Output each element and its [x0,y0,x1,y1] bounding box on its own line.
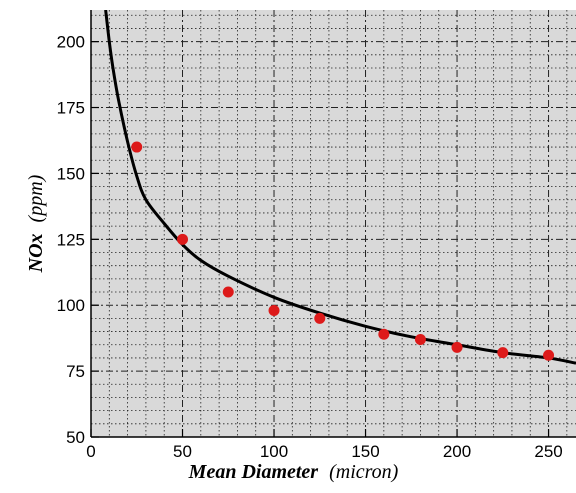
y-tick-label: 100 [57,296,85,315]
data-point [451,341,463,353]
y-axis-title-name: NOx [25,233,47,273]
data-point [222,286,234,298]
x-axis-title: Mean Diameter (micron) [188,461,399,483]
x-axis-title-name: Mean Diameter [188,461,319,483]
grid-lines [91,10,576,437]
data-points-layer [131,141,555,361]
y-tick-label: 125 [57,230,85,249]
data-point [177,233,189,245]
y-tick-label: 50 [66,428,85,447]
y-axis-title: NOx (ppm) [25,174,47,273]
x-tick-label: 100 [260,442,288,461]
data-point [131,141,143,153]
data-point [314,312,326,324]
data-point [268,304,280,316]
y-tick-label: 175 [57,99,85,118]
data-point [543,349,555,361]
y-tick-label: 150 [57,164,85,183]
data-point [497,347,509,359]
y-tick-label: 200 [57,33,85,52]
data-point [378,328,390,340]
y-tick-label: 75 [66,362,85,381]
x-tick-label: 250 [534,442,562,461]
x-tick-label: 200 [443,442,471,461]
x-tick-label: 0 [86,442,95,461]
data-point [414,333,426,345]
y-axis-title-unit: (ppm) [25,174,47,222]
x-axis-title-unit: (micron) [329,461,399,483]
x-tick-label: 50 [173,442,192,461]
axes [90,10,576,438]
x-tick-label: 150 [351,442,379,461]
